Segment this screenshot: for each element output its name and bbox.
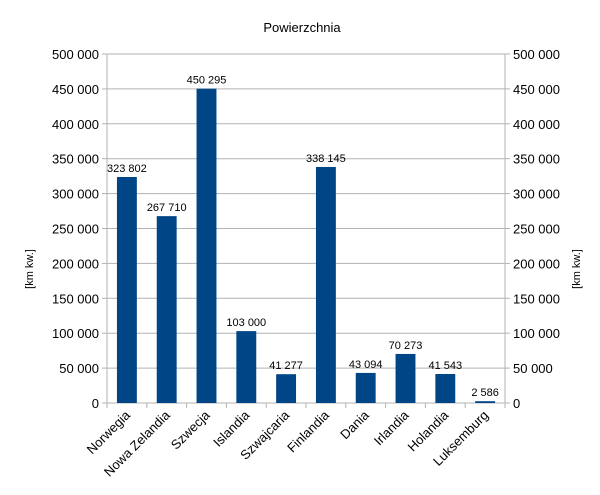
y-tick-label-left: 100 000 — [52, 326, 99, 341]
bar-luksemburg — [475, 401, 496, 403]
data-label: 267 710 — [147, 202, 187, 214]
y-tick-label-left: 50 000 — [59, 361, 99, 376]
y-tick-label-left: 150 000 — [52, 291, 99, 306]
bar-nowa-zelandia — [156, 216, 177, 403]
x-tick-label: Finlandia — [284, 407, 332, 455]
y-tick-label-right: 250 000 — [513, 222, 560, 237]
data-label: 41 543 — [428, 360, 462, 372]
data-label: 41 277 — [269, 360, 303, 372]
y-tick-label-right: 100 000 — [513, 326, 560, 341]
data-label: 43 094 — [349, 359, 383, 371]
y-tick-label-left: 200 000 — [52, 256, 99, 271]
data-labels: 323 802 267 710 450 295 103 000 41 277 338 14… — [107, 75, 499, 400]
data-label: 103 000 — [226, 317, 266, 329]
y-tick-label-left: 400 000 — [52, 117, 99, 132]
y-tick-label-left: 500 000 — [52, 47, 99, 62]
y-tick-label-left: 450 000 — [52, 82, 99, 97]
y-tick-label-right: 150 000 — [513, 291, 560, 306]
bar-norwegia — [116, 176, 137, 403]
bars — [116, 88, 496, 403]
y-tick-label-right: 200 000 — [513, 256, 560, 271]
y-tick-label-left: 250 000 — [52, 222, 99, 237]
data-label: 70 273 — [389, 340, 423, 352]
x-tick-label: Szwecja — [168, 407, 213, 452]
y-tick-label-left: 350 000 — [52, 152, 99, 167]
data-label: 338 145 — [306, 153, 346, 165]
y-tick-label-right: 450 000 — [513, 82, 560, 97]
y-axis-left-ticks: 0 50 000 100 000 150 000 200 000 250 000 300 0… — [52, 47, 107, 411]
bar-finlandia — [315, 166, 336, 403]
bar-irlandia — [395, 353, 416, 403]
data-label: 450 295 — [187, 75, 227, 87]
chart-title: Powierzchnia — [263, 20, 341, 35]
data-label: 2 586 — [471, 387, 499, 399]
bar-islandia — [236, 331, 257, 403]
y-tick-label-right: 500 000 — [513, 47, 560, 62]
y-tick-label-right: 0 — [513, 396, 520, 411]
bar-holandia — [435, 374, 456, 403]
y-axis-title-left: [km kw.] — [24, 249, 36, 289]
y-axis-title-right: [km kw.] — [571, 249, 583, 289]
y-tick-label-right: 400 000 — [513, 117, 560, 132]
y-tick-label-right: 50 000 — [513, 361, 553, 376]
bar-szwecja — [196, 88, 217, 403]
y-tick-label-right: 300 000 — [513, 187, 560, 202]
x-tick-label: Dania — [337, 407, 372, 442]
y-axis-right-ticks: 0 50 000 100 000 150 000 200 000 250 000 300 0… — [505, 47, 560, 411]
bar-dania — [355, 372, 376, 403]
y-tick-label-left: 0 — [92, 396, 99, 411]
y-tick-label-left: 300 000 — [52, 187, 99, 202]
bar-szwajcaria — [276, 374, 297, 403]
data-label: 323 802 — [107, 163, 147, 175]
y-tick-label-right: 350 000 — [513, 152, 560, 167]
